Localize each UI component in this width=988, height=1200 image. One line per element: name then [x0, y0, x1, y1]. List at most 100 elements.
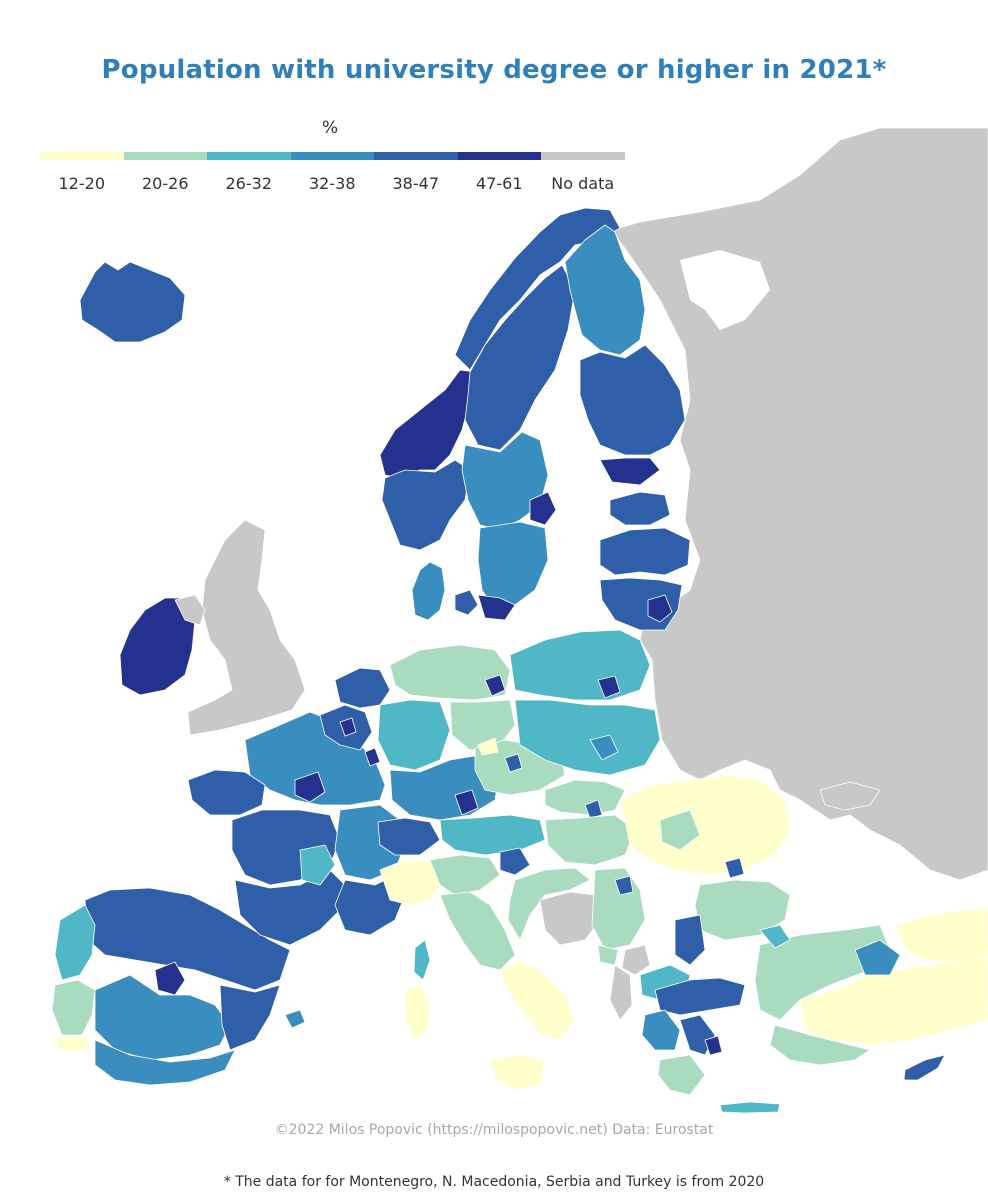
region-portugal-south: [54, 1035, 91, 1053]
region-italy-northwest: [379, 859, 446, 906]
legend-label: No data: [551, 174, 615, 193]
region-denmark-zealand: [454, 589, 479, 616]
region-montenegro: [597, 944, 619, 966]
legend-label: 26-32: [225, 174, 273, 193]
region-ireland: [119, 597, 196, 696]
region-netherlands: [334, 667, 391, 709]
region-austria: [439, 814, 546, 856]
legend-swatch: [457, 152, 541, 160]
region-belgrade: [614, 875, 634, 896]
region-italy-northeast: [429, 854, 501, 896]
region-turkey-south: [769, 1024, 871, 1066]
region-france-auvergne: [299, 844, 336, 886]
region-crimea-no-data: [819, 781, 881, 811]
region-poland-warsaw: [597, 675, 621, 699]
region-peloponnese: [657, 1054, 706, 1096]
region-kosovo-no-data: [621, 944, 651, 976]
region-germany-east: [449, 699, 516, 751]
region-prague: [504, 753, 523, 773]
region-sweden-skane: [477, 594, 516, 621]
region-france-paris: [294, 771, 326, 803]
legend-label: 47-61: [476, 174, 523, 193]
region-norway-west: [379, 369, 476, 479]
region-bratislava: [584, 799, 603, 819]
region-athens: [704, 1035, 723, 1056]
region-greece-west: [641, 1009, 681, 1051]
region-slovakia: [544, 779, 626, 816]
region-germany-munich: [454, 789, 479, 816]
region-turkey-istanbul: [759, 924, 791, 949]
region-lithuania: [599, 577, 683, 631]
region-finland-north: [564, 224, 646, 356]
region-vilnius: [647, 594, 673, 623]
legend-item: 47-61: [457, 152, 541, 193]
legend-swatch: [290, 152, 374, 160]
region-germany-north: [389, 644, 511, 701]
region-france-north: [244, 711, 386, 806]
credit-text: ©2022 Milos Popovic (https://milospopovi…: [274, 1122, 714, 1138]
region-sweden-stockholm: [529, 491, 557, 526]
region-spain-north: [84, 887, 291, 991]
region-brussels: [339, 717, 357, 737]
legend-swatch: [40, 152, 124, 160]
region-switzerland: [377, 817, 441, 856]
region-cluj: [659, 809, 701, 851]
legend-item: 26-32: [207, 152, 291, 193]
region-poland-krakow: [589, 734, 619, 761]
legend-item: 12-20: [40, 152, 124, 193]
map-title: Population with university degree or hig…: [101, 55, 887, 85]
legend-label: 20-26: [142, 174, 189, 193]
region-spain-madrid: [154, 961, 186, 996]
region-italy-center: [439, 891, 516, 971]
legend-swatch: [123, 152, 207, 160]
region-poland-south: [514, 699, 661, 776]
region-turkey-east: [894, 907, 988, 963]
region-latvia: [599, 527, 691, 576]
region-france-brittany: [187, 769, 266, 816]
region-sweden-south: [477, 521, 549, 611]
region-romania: [619, 774, 791, 876]
legend-swatch: [374, 152, 458, 160]
region-spain-east: [219, 984, 281, 1051]
region-sweden-north: [464, 264, 576, 451]
region-balearics: [284, 1009, 306, 1029]
region-russia-no-data: [611, 127, 988, 881]
region-czechia-west: [477, 737, 499, 756]
region-iceland: [79, 261, 186, 343]
region-estonia: [609, 491, 671, 526]
region-turkey-ankara: [854, 939, 901, 976]
region-portugal-center: [51, 979, 96, 1036]
region-crete: [719, 1101, 781, 1114]
region-hungary: [544, 814, 636, 866]
region-bucharest: [724, 857, 745, 879]
region-northern-ireland-no-data: [174, 594, 206, 626]
legend-item: 20-26: [123, 152, 207, 193]
region-cyprus: [903, 1054, 946, 1081]
legend-label: 38-47: [392, 174, 440, 193]
region-slovenia: [499, 847, 531, 876]
region-corsica: [413, 939, 431, 981]
legend-item: 32-38: [290, 152, 374, 193]
region-spain-south: [94, 1039, 236, 1086]
legend-unit: %: [322, 118, 339, 138]
region-white-sea: [680, 250, 770, 330]
region-croatia: [507, 867, 591, 941]
region-norway-south: [381, 459, 471, 551]
footnote-text: * The data for for Montenegro, N. Macedo…: [223, 1174, 765, 1190]
region-denmark-jutland: [411, 561, 446, 621]
legend-label: 12-20: [58, 174, 106, 193]
region-finland-central: [579, 344, 686, 456]
region-italy-south: [499, 959, 576, 1041]
legend-item: 38-47: [374, 152, 458, 193]
legend-label: 32-38: [309, 174, 356, 193]
region-sofia: [674, 914, 706, 966]
region-portugal-north: [54, 904, 96, 981]
region-albania-no-data: [609, 964, 633, 1021]
region-sardinia: [404, 984, 431, 1041]
region-uk-no-data: [187, 519, 306, 736]
legend: 12-20 20-26 26-32 32-38 38-47 47-61 No d…: [40, 152, 625, 193]
legend-swatch: [541, 152, 625, 160]
region-bosnia-no-data: [539, 891, 601, 946]
legend-item: No data: [541, 152, 625, 193]
